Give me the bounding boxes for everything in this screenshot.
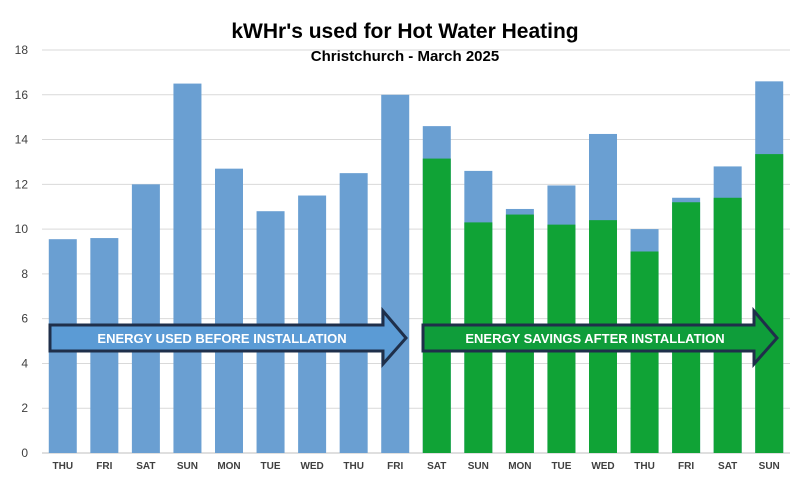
y-tick-label: 12 [15,177,29,191]
x-tick-label: MON [508,461,531,472]
bar-total [131,184,160,454]
y-tick-label: 16 [15,88,29,102]
bar-total [339,173,368,453]
x-tick-label: FRI [387,461,403,472]
bars [48,81,784,454]
x-tick-label: SAT [136,461,155,472]
x-tick-label: SUN [177,461,198,472]
x-axis-ticks: THU FRI SAT SUN MON TUE WED THU FRI SAT SUN MON TUE W… [52,461,779,472]
after-arrow-shape [421,306,779,368]
x-tick-label: SAT [427,461,446,472]
y-tick-label: 2 [21,401,28,415]
x-tick-label: TUE [551,461,571,472]
x-tick-label: TUE [261,461,281,472]
chart-title: kWHr's used for Hot Water Heating [231,20,578,43]
y-tick-label: 0 [21,446,28,460]
x-tick-label: THU [634,461,655,472]
bar-total [381,94,410,454]
x-tick-label: THU [52,461,73,472]
y-tick-label: 18 [15,43,29,57]
before-arrow-label: ENERGY USED BEFORE INSTALLATION [97,331,346,346]
x-tick-label: THU [343,461,364,472]
chart-subtitle: Christchurch - March 2025 [311,48,499,65]
x-tick-label: WED [591,461,614,472]
y-axis-ticks: 0 2 4 6 8 10 12 14 16 18 [15,43,29,460]
grid [42,49,790,454]
annotation-before-arrow: ENERGY USED BEFORE INSTALLATION [48,306,408,368]
bar-after [422,158,451,453]
bar-after [755,154,784,453]
before-arrow-shape [48,306,408,368]
after-arrow-label: ENERGY SAVINGS AFTER INSTALLATION [465,331,724,346]
bar-total [173,83,202,453]
y-tick-label: 6 [21,312,28,326]
annotation-after-arrow: ENERGY SAVINGS AFTER INSTALLATION [421,306,779,368]
x-tick-label: MON [217,461,240,472]
x-tick-label: FRI [96,461,112,472]
y-tick-label: 14 [15,133,29,147]
y-tick-label: 4 [21,356,28,370]
x-tick-label: SAT [718,461,737,472]
bar-total [215,168,243,453]
x-tick-label: SUN [759,461,780,472]
y-tick-label: 8 [21,267,28,281]
x-tick-label: WED [300,461,323,472]
y-tick-label: 10 [15,222,29,236]
x-tick-label: FRI [678,461,694,472]
x-tick-label: SUN [468,461,489,472]
